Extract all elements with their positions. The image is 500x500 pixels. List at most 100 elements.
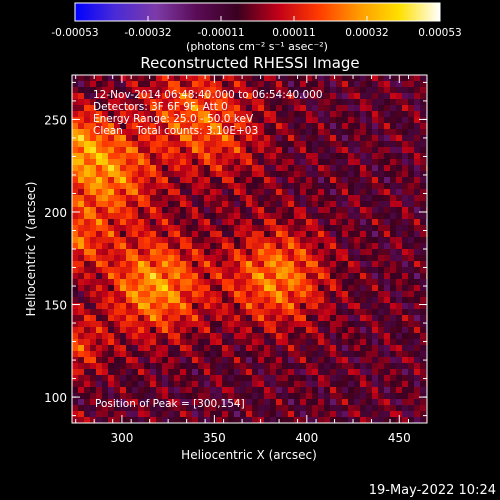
heatmap-cell [414, 375, 420, 381]
heatmap-cell [216, 201, 222, 207]
heatmap-cell [402, 237, 408, 243]
heatmap-cell [162, 153, 168, 159]
heatmap-cell [126, 357, 132, 363]
heatmap-cell [378, 189, 384, 195]
heatmap-cell [162, 117, 168, 123]
heatmap-cell [78, 279, 84, 285]
heatmap-cell [288, 231, 294, 237]
heatmap-cell [312, 171, 318, 177]
heatmap-cell [222, 153, 228, 159]
heatmap-cell [300, 159, 306, 165]
heatmap-cell [294, 369, 300, 375]
heatmap-cell [144, 135, 150, 141]
heatmap-cell [96, 225, 102, 231]
heatmap-cell [156, 225, 162, 231]
heatmap-cell [186, 81, 192, 87]
heatmap-cell [264, 267, 270, 273]
heatmap-cell [402, 189, 408, 195]
heatmap-cell [174, 117, 180, 123]
heatmap-cell [84, 393, 90, 399]
heatmap-cell [408, 189, 414, 195]
heatmap-cell [198, 177, 204, 183]
heatmap-cell [252, 237, 258, 243]
heatmap-cell [162, 129, 168, 135]
heatmap-cell [276, 153, 282, 159]
heatmap-cell [336, 117, 342, 123]
heatmap-cell [414, 285, 420, 291]
heatmap-cell [384, 267, 390, 273]
heatmap-cell [348, 267, 354, 273]
heatmap-cell [198, 249, 204, 255]
heatmap-cell [246, 399, 252, 405]
heatmap-cell [186, 117, 192, 123]
heatmap-cell [168, 363, 174, 369]
heatmap-cell [126, 297, 132, 303]
heatmap-cell [228, 129, 234, 135]
heatmap-cell [192, 255, 198, 261]
heatmap-cell [72, 285, 78, 291]
heatmap-cell [360, 327, 366, 333]
heatmap-cell [288, 369, 294, 375]
heatmap-cell [180, 339, 186, 345]
heatmap-cell [354, 393, 360, 399]
heatmap-cell [342, 411, 348, 417]
heatmap-cell [156, 177, 162, 183]
heatmap-cell [174, 75, 180, 81]
heatmap-cell [120, 339, 126, 345]
heatmap-cell [204, 303, 210, 309]
heatmap-cell [288, 405, 294, 411]
heatmap-cell [150, 141, 156, 147]
heatmap-cell [258, 255, 264, 261]
heatmap-cell [162, 189, 168, 195]
heatmap-cell [366, 297, 372, 303]
heatmap-cell [408, 279, 414, 285]
heatmap-cell [78, 159, 84, 165]
heatmap-cell [132, 195, 138, 201]
heatmap-cell [192, 201, 198, 207]
heatmap-cell [204, 279, 210, 285]
heatmap-cell [180, 243, 186, 249]
heatmap-cell [384, 237, 390, 243]
y-axis-label: Heliocentric Y (arcsec) [24, 182, 38, 317]
heatmap-cell [420, 267, 426, 273]
heatmap-cell [168, 417, 174, 423]
heatmap-cell [378, 183, 384, 189]
heatmap-cell [174, 147, 180, 153]
heatmap-cell [132, 117, 138, 123]
heatmap-cell [288, 81, 294, 87]
heatmap-cell [420, 129, 426, 135]
heatmap-cell [390, 363, 396, 369]
heatmap-cell [210, 261, 216, 267]
heatmap-cell [360, 183, 366, 189]
heatmap-cell [84, 321, 90, 327]
heatmap-cell [390, 249, 396, 255]
heatmap-cell [174, 363, 180, 369]
heatmap-cell [294, 105, 300, 111]
heatmap-cell [366, 159, 372, 165]
heatmap-cell [384, 369, 390, 375]
heatmap-cell [216, 159, 222, 165]
colorbar-tick-label: -0.00011 [197, 27, 244, 39]
heatmap-cell [222, 357, 228, 363]
heatmap-cell [156, 267, 162, 273]
heatmap-cell [366, 123, 372, 129]
heatmap-cell [144, 345, 150, 351]
heatmap-cell [252, 369, 258, 375]
heatmap-cell [294, 123, 300, 129]
heatmap-cell [396, 273, 402, 279]
heatmap-cell [240, 315, 246, 321]
heatmap-cell [384, 297, 390, 303]
heatmap-cell [408, 363, 414, 369]
heatmap-cell [174, 297, 180, 303]
heatmap-cell [378, 195, 384, 201]
heatmap-cell [126, 207, 132, 213]
heatmap-cell [300, 129, 306, 135]
heatmap-cell [408, 129, 414, 135]
heatmap-cell [96, 177, 102, 183]
heatmap-cell [288, 303, 294, 309]
heatmap-cell [108, 177, 114, 183]
heatmap-cell [240, 381, 246, 387]
heatmap-cell [372, 375, 378, 381]
heatmap-cell [252, 147, 258, 153]
heatmap-cell [288, 237, 294, 243]
